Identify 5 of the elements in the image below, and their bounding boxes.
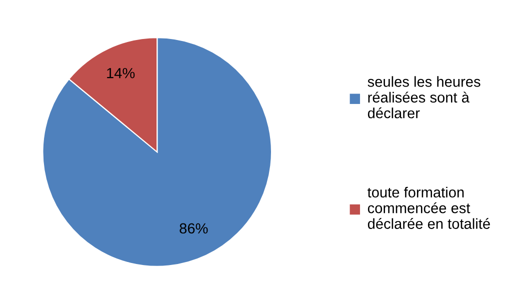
data-label: 14%	[107, 68, 135, 78]
legend-label: seules les heures réalisées sont à déclarer	[368, 76, 480, 118]
pie-slice	[42, 37, 272, 267]
data-label: 86%	[180, 223, 208, 234]
legend-label: toute formation commencée est déclarée en totalité	[368, 186, 490, 229]
